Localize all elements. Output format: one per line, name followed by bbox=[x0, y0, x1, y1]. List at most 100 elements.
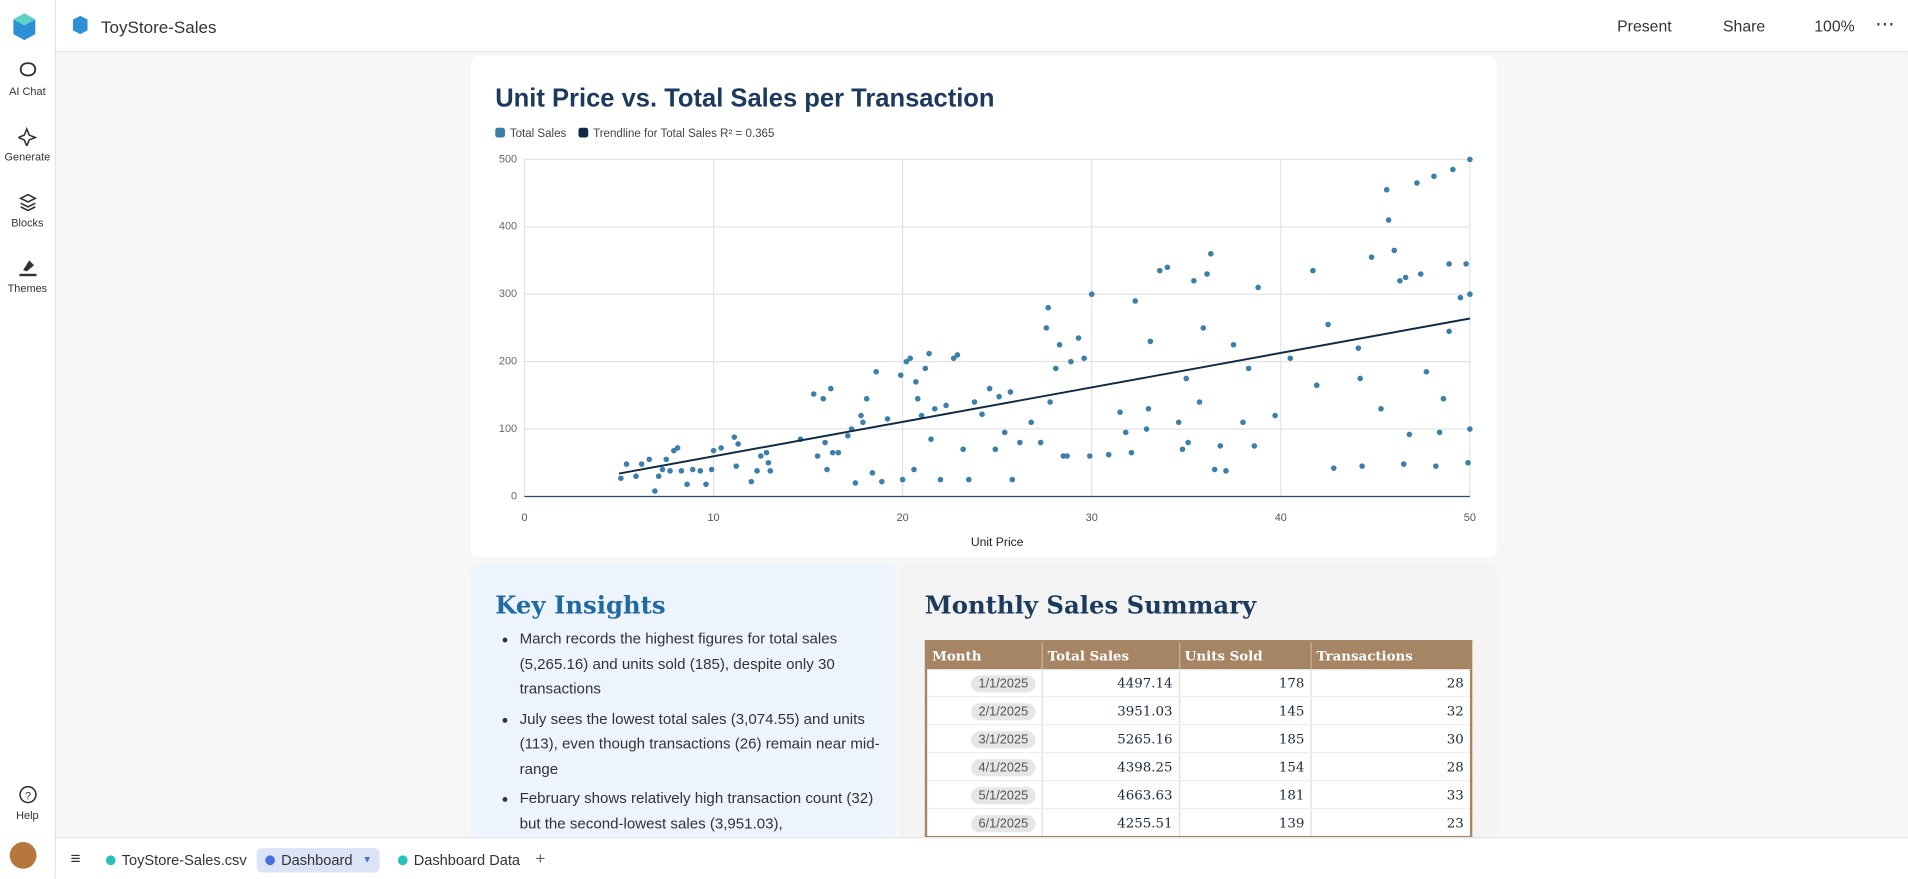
point bbox=[852, 480, 859, 486]
point bbox=[1043, 325, 1050, 331]
point bbox=[1156, 267, 1163, 274]
point bbox=[1056, 341, 1063, 348]
legend-label: Trendline for Total Sales R² = 0.365 bbox=[593, 128, 774, 140]
point bbox=[1406, 431, 1413, 438]
avatar[interactable] bbox=[9, 842, 37, 869]
cell: 3/1/2025 bbox=[925, 724, 1043, 754]
point bbox=[1440, 395, 1447, 402]
point bbox=[860, 419, 866, 426]
point bbox=[1400, 461, 1407, 467]
point bbox=[1325, 321, 1331, 328]
point bbox=[1397, 277, 1403, 284]
insight: February shows relatively high transacti… bbox=[520, 786, 885, 836]
column-header: Total Sales bbox=[1042, 641, 1180, 670]
cell: 4663.63 bbox=[1042, 780, 1180, 810]
point bbox=[1183, 375, 1190, 382]
point bbox=[1383, 186, 1390, 193]
point bbox=[618, 475, 624, 482]
y-tick-label: 500 bbox=[499, 153, 517, 165]
point bbox=[646, 456, 653, 463]
point bbox=[1467, 426, 1473, 432]
x-tick-label: 40 bbox=[1275, 512, 1287, 524]
point bbox=[1433, 463, 1439, 469]
point bbox=[1143, 426, 1150, 432]
cell: 4497.14 bbox=[1042, 669, 1180, 698]
point bbox=[884, 416, 891, 422]
point bbox=[708, 466, 715, 473]
point bbox=[996, 393, 1002, 400]
cell: 33 bbox=[1311, 780, 1472, 810]
point bbox=[1128, 449, 1135, 456]
menu-button[interactable]: ≡ bbox=[70, 848, 81, 868]
month-pill: 2/1/2025 bbox=[971, 702, 1036, 720]
help-button[interactable]: ? Help bbox=[0, 785, 55, 821]
share-button[interactable]: Share bbox=[1722, 17, 1766, 36]
point bbox=[954, 352, 961, 358]
tab[interactable]: ToyStore-Sales.csv bbox=[97, 848, 254, 872]
tab-label: Dashboard bbox=[281, 851, 353, 869]
point bbox=[1204, 271, 1210, 277]
point bbox=[733, 463, 740, 469]
insights-card: Key Insights March records the highest f… bbox=[470, 563, 896, 838]
add-tab-button[interactable]: + bbox=[535, 848, 546, 868]
tab-label: ToyStore-Sales.csv bbox=[121, 851, 247, 869]
point bbox=[1191, 277, 1197, 284]
point bbox=[824, 466, 830, 473]
point bbox=[897, 372, 904, 378]
point bbox=[827, 385, 834, 392]
point bbox=[1467, 291, 1473, 298]
x-tick-label: 10 bbox=[707, 512, 719, 524]
present-button[interactable]: Present bbox=[1617, 17, 1672, 36]
y-tick-label: 0 bbox=[511, 490, 517, 502]
point bbox=[907, 355, 913, 362]
themes-button[interactable]: Themes bbox=[0, 258, 55, 294]
more-button[interactable]: ⋯ bbox=[1875, 14, 1895, 36]
cell: 139 bbox=[1179, 808, 1312, 838]
point bbox=[1200, 325, 1207, 331]
point bbox=[943, 402, 949, 409]
cell: 5265.16 bbox=[1042, 724, 1180, 754]
sidebar: AI Chat Generate Blocks Themes ? Help bbox=[0, 0, 56, 879]
point bbox=[1436, 429, 1443, 436]
chart: Unit Price vs. Total Sales per Transacti… bbox=[495, 85, 1476, 549]
point bbox=[858, 412, 864, 419]
point bbox=[1465, 459, 1471, 466]
label: Blocks bbox=[11, 216, 44, 229]
y-tick-label: 100 bbox=[499, 423, 517, 435]
point bbox=[758, 453, 764, 459]
point bbox=[1068, 358, 1074, 365]
row: 3/1/2025 5265.16 185 30 bbox=[925, 724, 1472, 754]
cell: 32 bbox=[1311, 696, 1472, 726]
zoom-button[interactable]: 100% bbox=[1814, 17, 1855, 36]
point bbox=[748, 478, 755, 485]
point bbox=[1378, 406, 1384, 412]
point bbox=[703, 481, 709, 488]
point bbox=[1423, 368, 1430, 375]
generate-button[interactable]: Generate bbox=[0, 126, 55, 163]
point bbox=[960, 446, 966, 453]
point bbox=[1047, 399, 1053, 405]
blocks-button[interactable]: Blocks bbox=[0, 192, 55, 229]
cell: 3951.03 bbox=[1042, 696, 1180, 726]
tab-active[interactable]: Dashboard ▼ bbox=[256, 848, 380, 873]
tab-label: Dashboard Data bbox=[413, 851, 521, 869]
summary-table: Month Total Sales Units Sold Transactions 1/… bbox=[924, 640, 1473, 838]
x-tick-label: 30 bbox=[1086, 512, 1098, 524]
column-header: Units Sold bbox=[1179, 641, 1312, 670]
logo bbox=[13, 13, 36, 41]
ai-chat-button[interactable]: AI Chat bbox=[0, 61, 55, 97]
point bbox=[689, 466, 696, 473]
point bbox=[835, 449, 842, 456]
cell: 28 bbox=[1311, 669, 1472, 698]
point bbox=[1357, 375, 1364, 382]
cell: 23 bbox=[1311, 808, 1472, 838]
point bbox=[1223, 468, 1229, 474]
tab[interactable]: Dashboard Data bbox=[389, 848, 527, 872]
cell: 6/1/2025 bbox=[925, 808, 1043, 838]
top-bar: ToyStore-Sales Present Share 100% ⋯ bbox=[55, 0, 1908, 53]
point bbox=[659, 466, 666, 473]
column-header: Transactions bbox=[1311, 641, 1472, 670]
point bbox=[1211, 466, 1218, 473]
row: 4/1/2025 4398.25 154 28 bbox=[925, 752, 1472, 782]
